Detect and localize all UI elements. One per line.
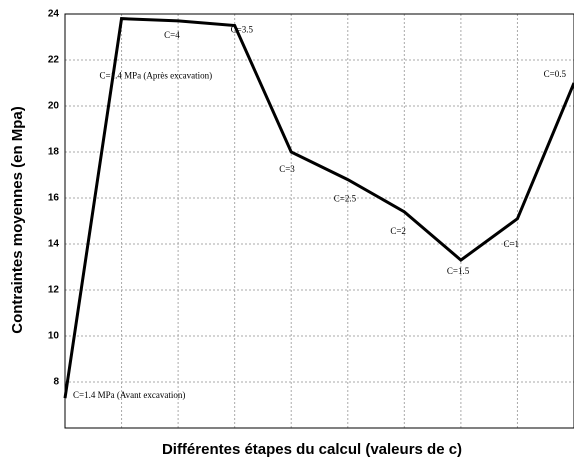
y-tick-label: 14 <box>48 239 60 250</box>
point-label: C=3 <box>279 164 295 174</box>
point-label: C=0.5 <box>544 69 567 79</box>
y-tick-label: 22 <box>48 55 60 66</box>
point-label: C=1.5 <box>447 266 470 276</box>
y-axis-label: Contraintes moyennes (en Mpa) <box>9 106 26 334</box>
point-label: C=3.5 <box>231 25 254 35</box>
y-tick-label: 10 <box>48 331 60 342</box>
y-tick-label: 8 <box>53 377 59 388</box>
plot-frame <box>64 13 574 429</box>
y-tick-label: 12 <box>48 285 60 296</box>
point-label: C=1 <box>503 239 519 249</box>
point-label: C=1.4 MPa (Avant excavation) <box>73 390 185 400</box>
x-axis-label: Différentes étapes du calcul (valeurs de… <box>162 441 462 458</box>
y-tick-label: 18 <box>48 147 60 158</box>
point-label: C=2 <box>390 226 406 236</box>
y-tick-label: 24 <box>48 9 60 20</box>
y-tick-label: 20 <box>48 101 60 112</box>
data-line <box>63 17 574 399</box>
point-label: C=4 <box>164 30 180 40</box>
point-label: C=1.4 MPa (Après excavation) <box>100 71 213 81</box>
point-label: C=2.5 <box>334 194 357 204</box>
y-tick-label: 16 <box>48 193 60 204</box>
